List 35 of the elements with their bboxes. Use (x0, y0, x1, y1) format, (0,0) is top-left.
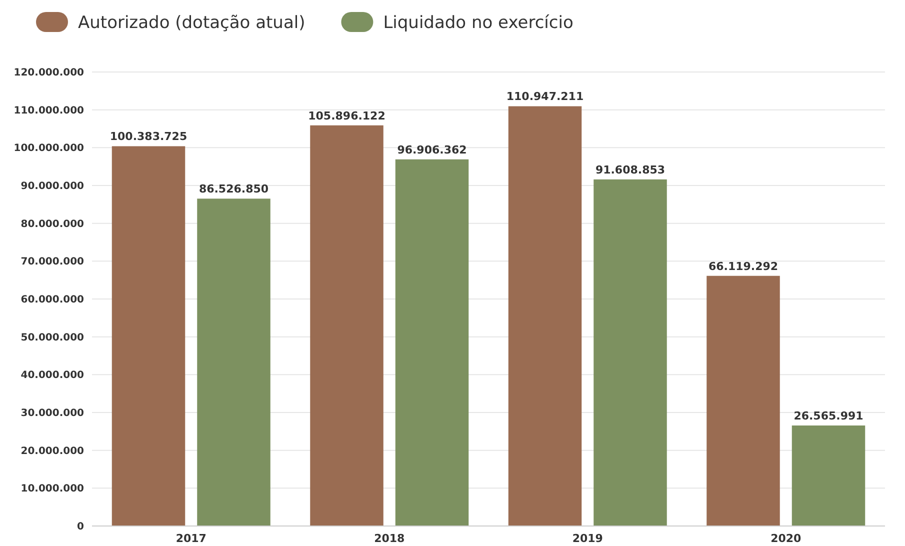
y-tick-label: 120.000.000 (14, 68, 84, 78)
y-tick-label: 0 (77, 522, 84, 532)
bar (197, 198, 270, 526)
data-label: 66.119.292 (708, 260, 778, 273)
y-tick-label: 20.000.000 (20, 446, 84, 457)
data-label: 26.565.991 (794, 409, 864, 422)
data-label: 105.896.122 (308, 109, 386, 122)
y-tick-label: 100.000.000 (14, 143, 84, 154)
x-tick-label: 2019 (572, 532, 603, 545)
bar (594, 179, 667, 526)
y-tick-label: 30.000.000 (20, 408, 84, 419)
y-tick-label: 70.000.000 (20, 256, 84, 268)
data-label: 86.526.850 (198, 182, 269, 196)
y-tick-label: 50.000.000 (20, 332, 84, 344)
bar (310, 125, 384, 526)
x-tick-label: 2020 (770, 532, 802, 545)
y-tick-label: 90.000.000 (20, 181, 84, 192)
x-tick-label: 2017 (176, 532, 206, 545)
bar (112, 146, 186, 526)
y-tick-label: 80.000.000 (20, 218, 84, 230)
bar (706, 276, 780, 526)
legend-label: Liquidado no exercício (383, 12, 574, 33)
x-tick-label: 2018 (374, 532, 405, 545)
data-label: 100.383.725 (110, 130, 188, 144)
bar (792, 425, 866, 526)
y-tick-label: 40.000.000 (20, 370, 84, 382)
y-tick-label: 10.000.000 (20, 484, 84, 495)
y-tick-label: 60.000.000 (20, 294, 84, 306)
data-label: 91.608.853 (595, 163, 666, 176)
data-label: 96.906.362 (397, 143, 467, 156)
bar (508, 106, 582, 526)
legend-label: Autorizado (dotação atual) (78, 12, 306, 33)
data-label: 110.947.211 (506, 90, 584, 104)
bar (395, 159, 469, 526)
y-tick-label: 110.000.000 (14, 105, 84, 116)
